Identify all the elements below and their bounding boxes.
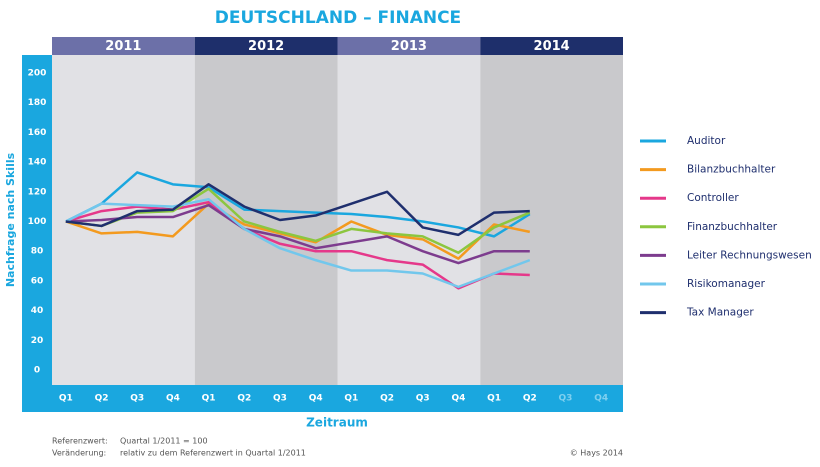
legend-label: Auditor [687, 135, 726, 147]
note-text: Quartal 1/2011 = 100 [120, 437, 208, 446]
y-tick-label: 180 [28, 98, 47, 108]
x-tick-label: Q1 [59, 394, 73, 404]
x-tick-label: Q3 [273, 394, 287, 404]
year-label: 2014 [534, 39, 570, 54]
source: © Hays 2014 [570, 449, 623, 458]
x-tick-label: Q1 [344, 394, 358, 404]
y-tick-label: 120 [28, 187, 47, 197]
y-tick-label: 100 [28, 217, 47, 227]
x-tick-label: Q4 [451, 394, 465, 404]
year-background [480, 55, 623, 385]
y-tick-label: 60 [31, 276, 44, 286]
x-tick-label: Q2 [95, 394, 109, 404]
x-tick-label: Q4 [594, 394, 608, 404]
note-label: Referenzwert: [52, 437, 108, 446]
x-axis-band [52, 385, 623, 412]
series-line [65, 187, 531, 254]
y-axis-label: Nachfrage nach Skills [4, 152, 17, 287]
x-tick-label: Q1 [202, 394, 216, 404]
x-tick-label: Q2 [237, 394, 251, 404]
year-label: 2013 [391, 39, 427, 54]
x-tick-label: Q2 [380, 394, 394, 404]
y-tick-label: 200 [28, 68, 47, 78]
x-axis-label: Zeitraum [306, 416, 368, 430]
legend-label: Risikomanager [687, 278, 766, 290]
year-header [194, 37, 338, 55]
y-tick-label: 140 [28, 158, 47, 168]
series-line [65, 197, 531, 289]
y-tick-label: 20 [31, 336, 44, 346]
note-text: relativ zu dem Referenzwert in Quartal 1… [120, 449, 306, 458]
series-line [65, 202, 531, 260]
series-line [65, 183, 530, 237]
y-tick-label: 40 [31, 306, 44, 316]
legend-label: Controller [687, 192, 739, 204]
legend-label: Tax Manager [686, 307, 754, 319]
legend-label: Finanzbuchhalter [687, 221, 778, 233]
year-header [480, 37, 623, 55]
legend-label: Bilanzbuchhalter [687, 164, 776, 176]
y-tick-label: 0 [34, 366, 40, 376]
x-tick-label: Q4 [309, 394, 323, 404]
x-tick-label: Q1 [487, 394, 501, 404]
series-line [65, 171, 531, 238]
x-tick-label: Q3 [130, 394, 144, 404]
year-header [337, 37, 481, 55]
x-tick-label: Q4 [166, 394, 180, 404]
y-axis-band [22, 55, 52, 412]
year-background [194, 55, 338, 385]
note-label: Veränderung: [52, 449, 106, 458]
chart-title: DEUTSCHLAND – FINANCE [215, 8, 461, 28]
year-label: 2012 [248, 39, 284, 54]
series-line [65, 203, 530, 265]
year-label: 2011 [105, 39, 141, 54]
y-tick-label: 160 [28, 128, 47, 138]
year-header [52, 37, 195, 55]
x-tick-label: Q3 [416, 394, 430, 404]
x-tick-label: Q2 [523, 394, 537, 404]
x-tick-label: Q3 [559, 394, 573, 404]
legend-label: Leiter Rechnungswesen [687, 249, 812, 261]
y-tick-label: 80 [31, 247, 44, 257]
